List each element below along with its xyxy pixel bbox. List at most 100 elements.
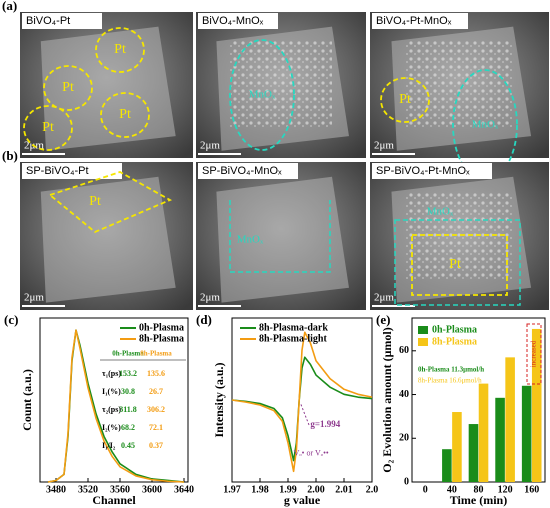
panel-letter: (b)	[2, 148, 18, 163]
legend-swatch	[418, 338, 428, 346]
x-tick-label: 80	[474, 484, 484, 495]
table-cell: I₁/I₂	[102, 441, 116, 450]
table-cell: 135.6	[147, 369, 165, 378]
x-tick-label: 3640	[174, 484, 194, 495]
y-tick-label: 40	[399, 389, 409, 400]
table-cell: 311.8	[119, 405, 137, 414]
annotation: 0h-Plasma 11.3μmol/h	[418, 366, 484, 374]
outline	[48, 171, 173, 234]
region-label: Pt	[449, 257, 461, 272]
outline	[95, 27, 145, 73]
outline	[100, 92, 150, 138]
bar	[495, 397, 505, 482]
scale-bar-label: 2μm	[200, 292, 220, 304]
x-tick-label: 160	[524, 484, 539, 495]
region-label: Pt	[114, 42, 126, 57]
outline	[229, 39, 295, 151]
x-tick-label: 120	[498, 484, 513, 495]
table-cell: I₂(%)	[102, 423, 121, 432]
x-tick-label: 1.97	[223, 484, 241, 495]
panel-title: BiVO₄-Pt	[26, 15, 70, 27]
region-label: Pt	[42, 120, 54, 135]
region-label: Pt	[89, 194, 101, 209]
outline	[394, 219, 521, 306]
x-tick-label: 40	[447, 484, 457, 495]
scale-bar-label: 2μm	[374, 292, 394, 304]
legend-label: 8h-Plasma	[139, 333, 184, 344]
axes	[39, 317, 189, 483]
crystal	[216, 176, 349, 303]
table-cell: 30.8	[121, 387, 135, 396]
y-axis-label: Intensity (a.u.)	[212, 362, 226, 437]
table-cell: τ₁(ps)	[102, 369, 121, 378]
panel-letter: (c)	[4, 312, 18, 327]
bar	[452, 412, 462, 482]
outline	[43, 65, 93, 111]
bar	[442, 449, 452, 482]
x-tick-label: 2.0	[366, 484, 379, 495]
region-label: MnOₓ	[472, 119, 499, 131]
particles	[405, 191, 514, 281]
region-label: MnOₓ	[427, 206, 454, 218]
x-tick-label: 3520	[78, 484, 98, 495]
bar	[505, 357, 515, 482]
crystal	[40, 26, 176, 151]
annotation: Vₒ• or Vₒ••	[294, 448, 329, 457]
y-axis-label: Count (a.u.)	[20, 369, 34, 431]
table-cell: 0.37	[149, 441, 163, 450]
x-axis-label: Time (min)	[450, 493, 507, 507]
annotation-arrow	[300, 403, 310, 426]
bar	[478, 383, 489, 482]
title-bg	[372, 163, 492, 179]
region-label: Pt	[119, 107, 131, 122]
x-tick-label: 3480	[46, 484, 66, 495]
bar	[521, 385, 532, 482]
panel-title: SP-BiVO₄-Pt-MnOₓ	[376, 165, 470, 177]
region-label: MnOₓ	[249, 89, 276, 101]
series-line	[47, 329, 185, 483]
title-bg	[372, 13, 468, 29]
region-label: Pt	[399, 92, 411, 107]
panel-title: BiVO₄-MnOₓ	[202, 15, 264, 27]
outline	[23, 105, 73, 151]
outline	[411, 234, 508, 296]
y-tick-label: 20	[399, 433, 409, 444]
outline	[229, 200, 331, 273]
crystal	[40, 176, 176, 303]
table-cell: 26.7	[149, 387, 163, 396]
annotation: g=1.994	[310, 419, 340, 429]
table-cell: τ₂(ps)	[102, 405, 121, 414]
panel-title: SP-BiVO₄-Pt	[26, 165, 89, 177]
scale-bar-label: 2μm	[200, 140, 220, 152]
annotation: increased	[530, 340, 538, 367]
axes	[411, 317, 546, 483]
table-cell: I₁(%)	[102, 387, 121, 396]
x-tick-label: 1.99	[279, 484, 297, 495]
table-header: 8h-Plasma	[140, 350, 172, 358]
annotation-box	[526, 323, 542, 385]
y-tick-label: 0	[404, 476, 409, 487]
x-tick-label: 2.01	[335, 484, 353, 495]
legend-label: 8h-Plasma-dark	[259, 322, 328, 333]
panel-title: SP-BiVO₄-MnOₓ	[202, 165, 282, 177]
table-cell: 153.2	[119, 369, 137, 378]
scale-bar-label: 2μm	[374, 140, 394, 152]
legend-label: 8h-Plasma-light	[259, 333, 327, 344]
title-bg	[198, 163, 298, 179]
series-line	[231, 331, 373, 473]
x-axis-label: Channel	[92, 493, 136, 507]
table-header: 0h-Plasma	[112, 350, 144, 358]
table-cell: 68.2	[121, 423, 135, 432]
panel-title: BiVO₄-Pt-MnOₓ	[376, 15, 452, 27]
legend-label: 0h-Plasma	[139, 322, 184, 333]
x-axis-label: g value	[284, 493, 321, 507]
x-tick-label: 0	[423, 484, 428, 495]
table-cell: 72.1	[149, 423, 163, 432]
legend-label: 8h-Plasma	[432, 336, 477, 347]
x-tick-label: 3600	[142, 484, 162, 495]
outline	[380, 77, 430, 123]
panel-letter: (d)	[196, 312, 212, 327]
title-bg	[198, 13, 278, 29]
panel-letter: (a)	[2, 0, 17, 13]
